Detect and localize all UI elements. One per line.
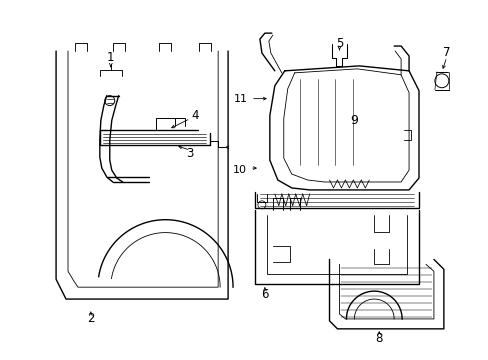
Text: 7: 7 [442,46,449,59]
Text: 11: 11 [233,94,247,104]
Text: 6: 6 [261,288,268,301]
Text: 8: 8 [375,332,382,345]
Text: 5: 5 [335,37,343,50]
Text: 2: 2 [87,312,95,325]
Text: 10: 10 [232,165,246,175]
Text: 3: 3 [186,147,194,160]
Text: 1: 1 [107,51,114,64]
Text: 4: 4 [191,109,199,122]
Text: 9: 9 [350,114,358,127]
